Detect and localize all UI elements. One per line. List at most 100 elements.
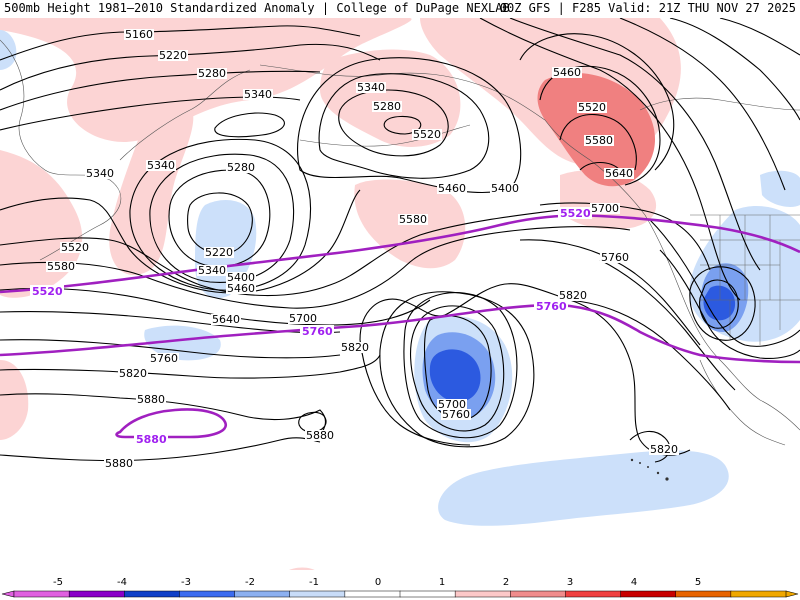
state-borders <box>690 214 800 345</box>
label-5880-a: 5880 <box>137 393 165 406</box>
label-5340-e: 5340 <box>198 264 226 277</box>
positive-anomaly-strong-alaska <box>537 72 655 187</box>
contour-east-5460 <box>519 33 675 171</box>
purple-label-5520-e: 5520 <box>560 207 591 220</box>
colorbar-tick-label: -2 <box>245 577 255 588</box>
label-5640-w: 5640 <box>212 313 240 326</box>
colorbar-tick-label: 0 <box>375 577 381 588</box>
label-5520-e: 5520 <box>578 101 606 114</box>
coast-canada-interior <box>639 97 800 111</box>
contour-5160 <box>0 25 361 61</box>
coast-alaska-north <box>259 64 546 121</box>
colorbar-swatches <box>1 590 799 598</box>
purple-contours <box>0 214 800 439</box>
contour-low-bering-5340 <box>149 153 295 283</box>
positive-anomaly-north-central <box>320 49 461 147</box>
contour-5520-west <box>0 209 561 297</box>
negative-anomaly-subtropics <box>438 450 729 526</box>
purple-label-5760-e: 5760 <box>536 300 567 313</box>
label-5280-b: 5280 <box>373 100 401 113</box>
label-5760-c: 5760 <box>150 352 178 365</box>
colorbar-swatch <box>68 590 125 598</box>
negative-anomaly-midlat <box>144 325 221 361</box>
coast-baja <box>699 359 786 446</box>
label-5340-d: 5340 <box>147 159 175 172</box>
contour-east-5640 <box>579 161 621 171</box>
contour-ridge-1 <box>479 17 741 301</box>
contour-5340-closed <box>214 112 285 138</box>
coast-kamchatka <box>119 69 251 161</box>
contour-trough-low <box>699 279 739 329</box>
contour-east-5580 <box>559 114 637 171</box>
contour-ridge-2 <box>509 17 761 271</box>
label-5880-c: 5880 <box>306 429 334 442</box>
colorbar-swatch <box>675 590 732 598</box>
contour-5880-sub <box>0 393 326 439</box>
label-5220: 5220 <box>159 49 187 62</box>
label-5580-e: 5580 <box>585 134 613 147</box>
contour-low-north-5400 <box>297 57 522 194</box>
negative-anomaly-west-edge <box>0 30 17 70</box>
purple-label-5760-w: 5760 <box>302 325 333 338</box>
coastlines <box>0 39 800 446</box>
contour-5460-west <box>0 189 361 294</box>
purple-label-5880: 5880 <box>136 433 167 446</box>
label-5340-b: 5340 <box>357 81 385 94</box>
contour-5280-north <box>0 70 321 111</box>
colorbar-swatch <box>730 590 787 598</box>
contour-low-north-5280 <box>338 89 449 157</box>
hawaii-islands <box>630 458 669 481</box>
colorbar-tick-label: 4 <box>631 577 637 588</box>
contour-central-5640 <box>410 305 505 432</box>
contour-low-bering-5280 <box>168 169 271 267</box>
label-5160: 5160 <box>125 28 153 41</box>
negative-anomaly-nw-canada <box>760 170 800 207</box>
label-5880-b: 5880 <box>105 457 133 470</box>
positive-anomaly-bering <box>109 105 194 276</box>
map-title: 500mb Height 1981–2010 Standardized Anom… <box>4 1 510 15</box>
contour-trough-2 <box>659 249 800 359</box>
purple-label-5520-w: 5520 <box>32 285 63 298</box>
contour-5760-east <box>599 259 736 391</box>
contour-ridge-5 <box>719 17 800 56</box>
contour-east-lower <box>629 430 671 463</box>
contour-trough-1 <box>649 219 800 347</box>
label-5700-c: 5700 <box>289 312 317 325</box>
contour-5820-west <box>0 354 381 379</box>
model-run-info: 00Z GFS | F285 Valid: 21Z THU NOV 27 202… <box>499 1 796 15</box>
colorbar-tick-label: -4 <box>117 577 127 588</box>
colorbar-tick-label: -1 <box>309 577 319 588</box>
label-5820-e: 5820 <box>559 289 587 302</box>
colorbar-swatch <box>510 590 566 598</box>
label-5640-e: 5640 <box>605 167 633 180</box>
label-5820-w: 5820 <box>119 367 147 380</box>
colorbar-swatch <box>234 590 291 598</box>
label-5460-e: 5460 <box>553 66 581 79</box>
contour-5700-west <box>0 311 341 334</box>
colorbar-tick-label: 5 <box>695 577 701 588</box>
label-5760-low: 5760 <box>442 408 470 421</box>
contour-ridge-4 <box>669 17 800 121</box>
coast-siberia <box>0 39 122 261</box>
colorbar-tick-label: 1 <box>439 577 445 588</box>
label-5340-c: 5340 <box>86 167 114 180</box>
colorbar-tick-label: -3 <box>181 577 191 588</box>
purple-contour-5880 <box>115 408 228 439</box>
contour-central-5820 <box>359 283 691 456</box>
contour-5220-north <box>0 43 381 91</box>
label-5520-n: 5520 <box>413 128 441 141</box>
contour-trough-low-2 <box>689 266 756 341</box>
label-5700-low: 5700 <box>438 398 466 411</box>
negative-anomaly-central-core <box>429 349 481 402</box>
label-5280: 5280 <box>198 67 226 80</box>
label-5460: 5460 <box>438 182 466 195</box>
contour-ridge-3 <box>619 17 786 191</box>
colorbar-swatch <box>620 590 677 598</box>
label-5820-c: 5820 <box>341 341 369 354</box>
contour-east-5760 <box>519 239 701 346</box>
purple-contour-5760 <box>0 303 800 364</box>
contour-low-north-5220 <box>383 115 422 135</box>
contour-central-5760 <box>379 291 535 448</box>
label-5700-e: 5700 <box>591 202 619 215</box>
